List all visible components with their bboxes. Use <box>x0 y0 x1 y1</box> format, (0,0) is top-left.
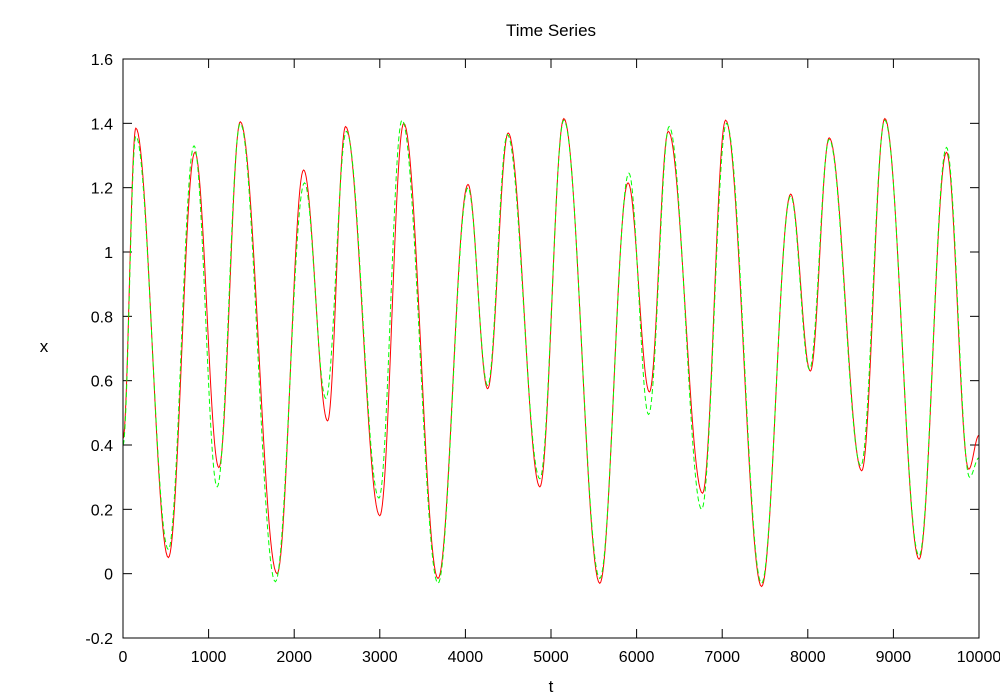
y-tick-label: 0.2 <box>91 502 113 519</box>
y-tick-label: 1.6 <box>91 52 113 69</box>
y-tick-label: 0.6 <box>91 374 113 391</box>
y-tick-label: -0.2 <box>85 631 113 648</box>
x-tick-label: 1000 <box>191 649 227 666</box>
series-layer <box>123 117 979 588</box>
x-tick-label: 9000 <box>876 649 912 666</box>
chart-title: Time Series <box>506 21 596 40</box>
y-tick-label: 0.4 <box>91 438 113 455</box>
x-tick-label: 8000 <box>790 649 826 666</box>
x-tick-label: 0 <box>119 649 128 666</box>
y-tick-label: 1.2 <box>91 181 113 198</box>
y-tick-label: 1 <box>104 245 113 262</box>
y-tick-label: 0 <box>104 567 113 584</box>
y-tick-label: 0.8 <box>91 309 113 326</box>
x-axis-title: t <box>549 677 554 696</box>
series-line-1 <box>123 117 979 588</box>
plot-frame <box>122 58 980 639</box>
x-tick-label: 5000 <box>533 649 569 666</box>
y-tick-label: 1.4 <box>91 116 113 133</box>
series-line-2 <box>123 119 979 585</box>
axis-ticks: 0 1000 2000 3000 4000 5000 6000 7000 8000 9000 100… <box>85 52 1000 666</box>
y-axis-title: x <box>40 337 49 356</box>
x-tick-label: 10000 <box>957 649 1000 666</box>
x-tick-label: 6000 <box>619 649 655 666</box>
x-tick-label: 4000 <box>448 649 484 666</box>
x-tick-label: 3000 <box>362 649 398 666</box>
x-tick-label: 7000 <box>704 649 740 666</box>
x-tick-label: 2000 <box>276 649 312 666</box>
